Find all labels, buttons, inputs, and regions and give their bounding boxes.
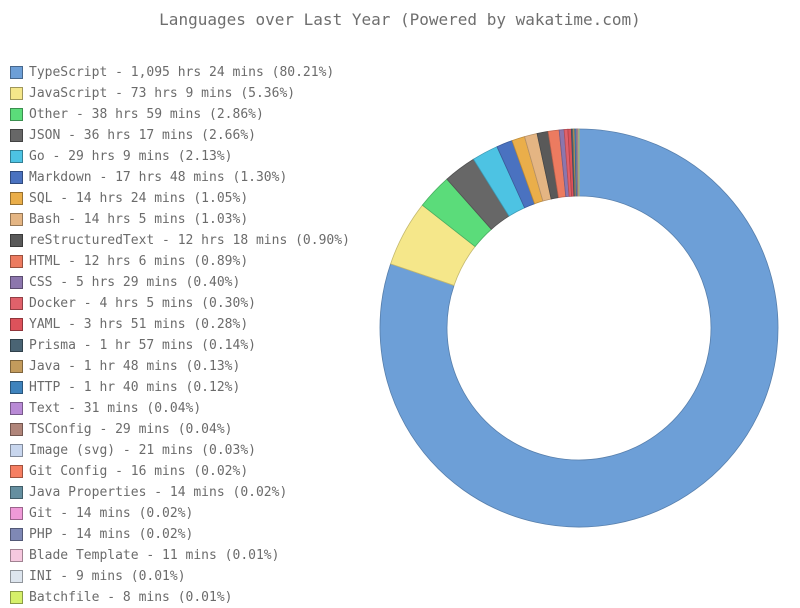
donut-chart — [0, 0, 800, 600]
